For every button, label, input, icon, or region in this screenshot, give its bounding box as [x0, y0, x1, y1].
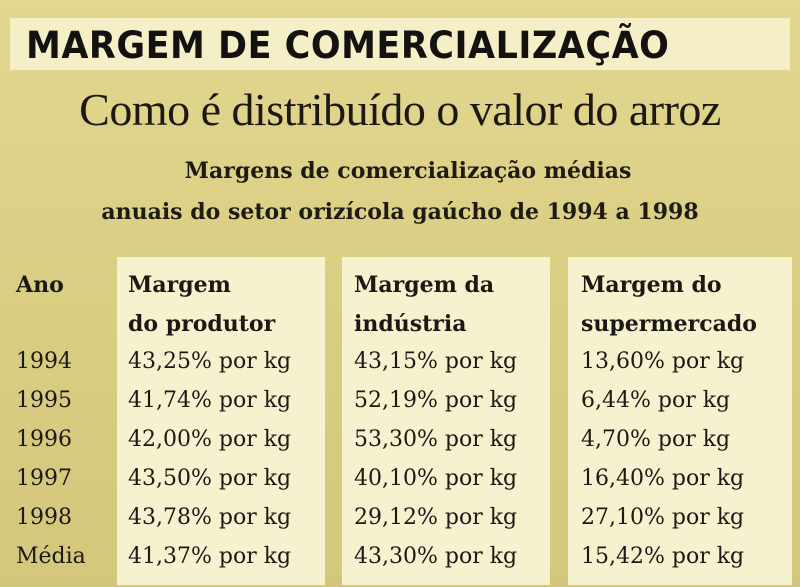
supermarket-margin-cell: 16,40% por kg [581, 466, 745, 491]
industry-margin-cell: 29,12% por kg [354, 505, 518, 530]
year-cell: 1994 [16, 349, 72, 374]
producer-average-cell: 41,37% por kg [128, 544, 292, 569]
average-label-cell: Média [16, 544, 86, 569]
industry-column-panel [342, 257, 550, 585]
subtitle-line-1: Margens de comercialização médias [184, 158, 632, 184]
header-supermarket-line-2: supermercado [581, 311, 757, 337]
supermarket-margin-cell: 27,10% por kg [581, 505, 745, 530]
year-cell: 1995 [16, 388, 72, 413]
year-cell: 1998 [16, 505, 72, 530]
supermarket-margin-cell: 4,70% por kg [581, 427, 731, 452]
producer-margin-cell: 43,50% por kg [128, 466, 292, 491]
year-cell: 1996 [16, 427, 72, 452]
supermarket-margin-cell: 13,60% por kg [581, 349, 745, 374]
producer-margin-cell: 43,78% por kg [128, 505, 292, 530]
header-year: Ano [16, 272, 64, 298]
header-supermarket-line-1: Margem do [581, 272, 722, 298]
producer-margin-cell: 43,25% por kg [128, 349, 292, 374]
banner-title: MARGEM DE COMERCIALIZAÇÃO [26, 24, 670, 68]
supermarket-average-cell: 15,42% por kg [581, 544, 745, 569]
industry-average-cell: 43,30% por kg [354, 544, 518, 569]
producer-column-panel [117, 257, 325, 585]
industry-margin-cell: 40,10% por kg [354, 466, 518, 491]
year-cell: 1997 [16, 466, 72, 491]
industry-margin-cell: 52,19% por kg [354, 388, 518, 413]
subtitle-line-2: anuais do setor orizícola gaúcho de 1994… [101, 199, 699, 225]
header-producer-line-2: do produtor [128, 311, 276, 337]
producer-margin-cell: 41,74% por kg [128, 388, 292, 413]
supermarket-column-panel [568, 257, 792, 585]
producer-margin-cell: 42,00% por kg [128, 427, 292, 452]
title-banner: MARGEM DE COMERCIALIZAÇÃO [10, 18, 790, 70]
header-producer-line-1: Margem [128, 272, 231, 298]
industry-margin-cell: 43,15% por kg [354, 349, 518, 374]
supermarket-margin-cell: 6,44% por kg [581, 388, 731, 413]
industry-margin-cell: 53,30% por kg [354, 427, 518, 452]
header-industry-line-2: indústria [354, 311, 467, 337]
headline: Como é distribuído o valor do arroz [79, 84, 721, 135]
header-industry-line-1: Margem da [354, 272, 495, 298]
